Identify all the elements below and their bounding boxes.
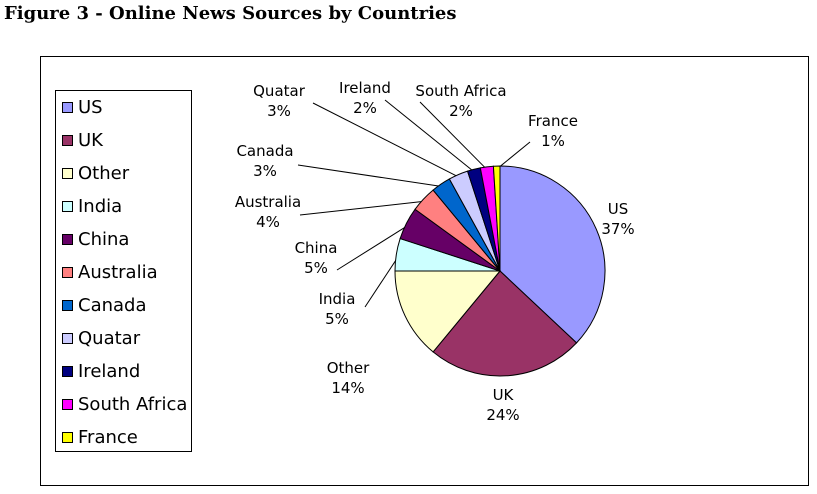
legend-item-china: China bbox=[62, 227, 129, 251]
legend-label: Canada bbox=[78, 294, 147, 316]
slice-label-category: US bbox=[608, 200, 629, 218]
legend-item-us: US bbox=[62, 95, 103, 119]
legend-swatch bbox=[62, 233, 73, 245]
legend-item-australia: Australia bbox=[62, 260, 158, 284]
slice-label-value: 5% bbox=[325, 310, 349, 328]
legend-label: India bbox=[78, 195, 123, 217]
legend-swatch bbox=[62, 365, 73, 377]
slice-label-category: Other bbox=[327, 359, 370, 377]
legend-item-france: France bbox=[62, 425, 138, 449]
legend-item-other: Other bbox=[62, 161, 129, 185]
slice-label-value: 4% bbox=[256, 213, 280, 231]
legend-label: South Africa bbox=[78, 393, 188, 415]
legend-item-uk: UK bbox=[62, 128, 103, 152]
pie-slice-uk bbox=[432, 270, 578, 377]
legend-swatch bbox=[62, 398, 73, 410]
legend-label: Quatar bbox=[78, 327, 141, 349]
slice-label-category: South Africa bbox=[415, 82, 506, 100]
legend-item-quatar: Quatar bbox=[62, 326, 140, 350]
slice-label-value: 5% bbox=[304, 259, 328, 277]
slice-label-category: China bbox=[295, 239, 338, 257]
legend-swatch bbox=[62, 332, 73, 344]
legend-swatch bbox=[62, 101, 73, 113]
legend-swatch bbox=[62, 431, 73, 443]
pie-slice-us bbox=[499, 165, 606, 344]
slice-label-value: 14% bbox=[331, 379, 364, 397]
slice-label-category: Australia bbox=[235, 193, 301, 211]
slice-label-value: 2% bbox=[353, 99, 377, 117]
slice-label-value: 2% bbox=[449, 102, 473, 120]
legend-item-ireland: Ireland bbox=[62, 359, 140, 383]
legend-label: US bbox=[78, 96, 103, 118]
leader-line bbox=[364, 254, 400, 308]
leader-line bbox=[297, 164, 443, 188]
figure-title: Figure 3 - Online News Sources by Countr… bbox=[4, 3, 457, 24]
legend-label: Australia bbox=[78, 261, 158, 283]
leader-line bbox=[496, 141, 531, 170]
legend-swatch bbox=[62, 134, 73, 146]
legend-label: China bbox=[78, 228, 130, 250]
leader-line bbox=[419, 101, 488, 171]
legend-swatch bbox=[62, 200, 73, 212]
leader-line bbox=[312, 102, 460, 178]
leader-line bbox=[336, 224, 410, 271]
legend-swatch bbox=[62, 266, 73, 278]
chart-legend: US UK Other India China Australia Canada Quatar… bbox=[55, 90, 192, 452]
pie-slice-france bbox=[492, 165, 501, 272]
slice-label-category: Canada bbox=[236, 142, 293, 160]
legend-item-south-africa: South Africa bbox=[62, 392, 187, 416]
leader-line bbox=[384, 99, 475, 173]
legend-swatch bbox=[62, 299, 73, 311]
slice-label-category: Quatar bbox=[253, 82, 306, 100]
slice-label-category: Ireland bbox=[339, 79, 391, 97]
slice-label-value: 24% bbox=[486, 406, 519, 424]
slice-label-value: 3% bbox=[253, 162, 277, 180]
legend-item-canada: Canada bbox=[62, 293, 147, 317]
pie-slice-other bbox=[394, 270, 502, 353]
legend-label: France bbox=[78, 426, 138, 448]
legend-swatch bbox=[62, 167, 73, 179]
slice-label-category: France bbox=[528, 112, 578, 130]
slice-label-category: India bbox=[319, 290, 356, 308]
slice-label-category: UK bbox=[493, 386, 515, 404]
legend-label: Ireland bbox=[78, 360, 141, 382]
legend-label: Other bbox=[78, 162, 130, 184]
legend-label: UK bbox=[78, 129, 103, 151]
slice-label-value: 1% bbox=[541, 132, 565, 150]
slice-label-value: 3% bbox=[267, 102, 291, 120]
leader-line bbox=[299, 200, 426, 216]
slice-label-value: 37% bbox=[601, 220, 634, 238]
legend-item-india: India bbox=[62, 194, 122, 218]
